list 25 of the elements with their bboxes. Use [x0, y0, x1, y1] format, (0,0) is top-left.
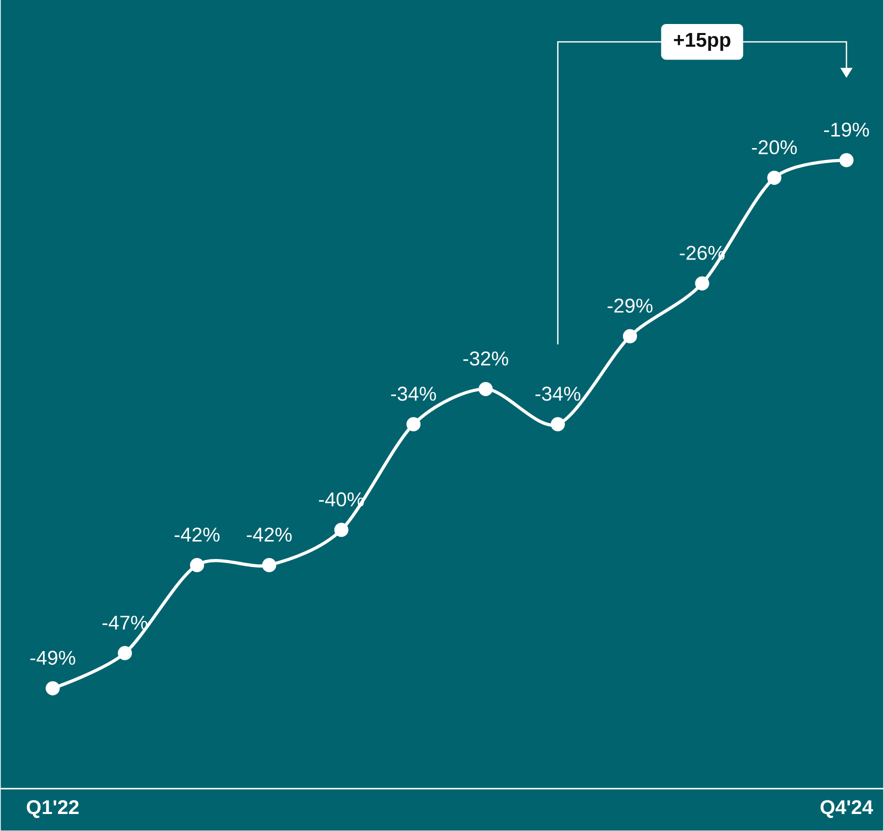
point [839, 153, 854, 168]
data-label: -29% [608, 298, 652, 313]
point [190, 558, 204, 572]
annotation: +15pp [674, 33, 730, 52]
data-label: -47% [102, 616, 148, 630]
point [262, 558, 276, 572]
point [478, 382, 493, 396]
data-label: -32% [463, 352, 508, 366]
point [767, 170, 782, 186]
x-tick-label: Q1'22 [26, 800, 79, 818]
point [622, 329, 638, 344]
data-label: -20% [752, 140, 797, 154]
data-label: -34% [535, 386, 580, 401]
x-tick-label: Q4'24 [820, 800, 874, 818]
point [118, 646, 132, 660]
point [46, 681, 60, 696]
data-label: -42% [246, 528, 292, 542]
point [695, 276, 710, 291]
data-label: -42% [174, 528, 220, 542]
data-label: -49% [30, 650, 76, 666]
data-label: -34% [391, 386, 436, 401]
point [550, 417, 565, 432]
point [406, 417, 421, 432]
data-label: -19% [824, 122, 869, 137]
point [334, 523, 348, 538]
